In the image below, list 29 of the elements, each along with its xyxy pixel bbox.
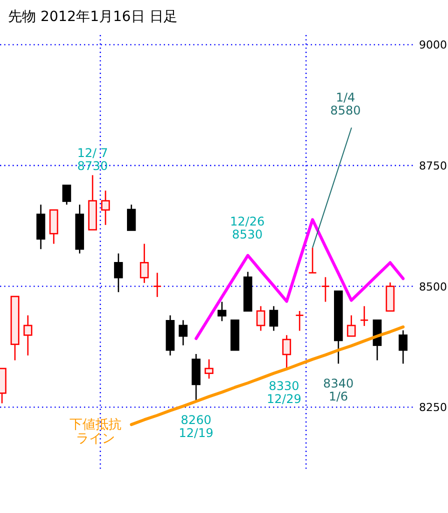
annotation: 12/26 8530 bbox=[230, 214, 265, 242]
y-tick-label: 8750 bbox=[419, 160, 447, 172]
annotation: 下値抵抗ライン bbox=[69, 417, 122, 446]
candlestick bbox=[269, 306, 278, 332]
line-series bbox=[130, 325, 405, 426]
candlestick bbox=[23, 314, 32, 356]
candlestick bbox=[166, 314, 175, 356]
annotation: 8330 12/29 bbox=[266, 379, 302, 406]
candlestick bbox=[282, 334, 292, 370]
candlestick bbox=[256, 306, 266, 332]
annotation: 1/4 8580 bbox=[330, 90, 361, 118]
y-tick-label: 8250 bbox=[419, 401, 447, 414]
candlestick bbox=[360, 306, 369, 327]
y-tick-label: 9000 bbox=[419, 38, 447, 52]
candlestick bbox=[152, 272, 162, 298]
annotation: 12/ 7 8730 bbox=[77, 146, 108, 173]
candlestick bbox=[321, 276, 330, 302]
line-series bbox=[194, 218, 405, 340]
candlestick bbox=[101, 190, 110, 226]
candlestick bbox=[75, 204, 84, 254]
annotation: 8340 1/6 bbox=[323, 376, 354, 404]
y-tick-label: 8500 bbox=[419, 280, 447, 294]
chart-title: 先物 2012年1月16日 日足 bbox=[8, 9, 178, 25]
candlestick bbox=[114, 252, 123, 293]
candlestick bbox=[178, 320, 188, 346]
candlestick bbox=[36, 204, 46, 250]
candlestick bbox=[140, 243, 149, 284]
candlestick bbox=[398, 330, 408, 364]
annotation: 8260 12/19 bbox=[178, 412, 214, 440]
